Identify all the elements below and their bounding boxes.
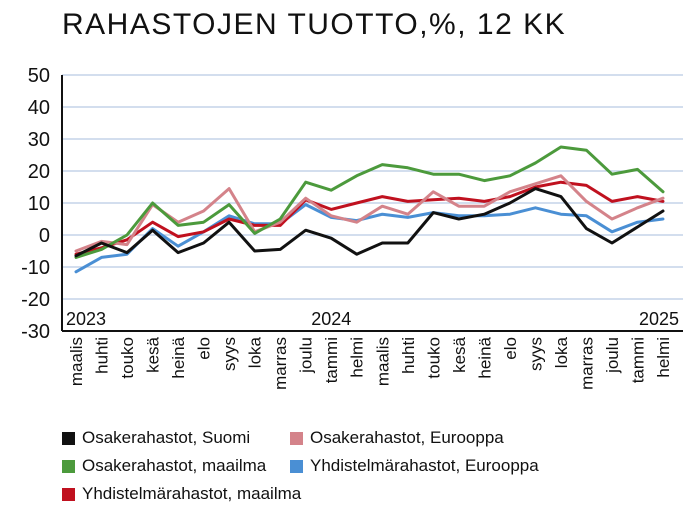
legend-swatch (290, 431, 303, 445)
x-tick-label: elo (195, 337, 214, 360)
x-tick-label: tammi (322, 337, 341, 383)
x-tick-label: elo (501, 337, 520, 360)
year-label: 2023 (66, 309, 106, 329)
legend-item-osakerahastot-maailma: Osakerahastot, maailma (62, 456, 266, 476)
x-tick-label: loka (246, 336, 265, 368)
year-label: 2025 (639, 309, 679, 329)
legend-label: Osakerahastot, maailma (82, 456, 267, 475)
legend-label: Osakerahastot, Eurooppa (310, 428, 504, 447)
x-tick-label: syys (526, 337, 545, 371)
x-tick-label: joulu (603, 337, 622, 374)
y-tick-label: 0 (39, 225, 50, 247)
x-tick-label: touko (118, 337, 137, 379)
x-tick-label: maalis (373, 337, 392, 386)
y-tick-label: 50 (28, 65, 50, 87)
y-tick-label: -10 (21, 257, 50, 279)
legend-swatch (62, 459, 75, 473)
x-tick-label: touko (424, 337, 443, 379)
legend-item-osakerahastot-suomi: Osakerahastot, Suomi (62, 428, 250, 448)
legend-item-yhdistelmarahastot-maailma: Yhdistelmärahastot, maailma (62, 484, 301, 504)
y-tick-label: -30 (21, 321, 50, 343)
series-line (74, 203, 665, 274)
y-tick-label: 20 (28, 161, 50, 183)
y-tick-label: 10 (28, 193, 50, 215)
x-tick-label: maalis (67, 337, 86, 386)
legend-swatch (62, 431, 75, 445)
legend-label: Osakerahastot, Suomi (82, 428, 251, 447)
x-tick-label: marras (577, 337, 596, 390)
x-tick-label: tammi (628, 337, 647, 383)
x-tick-label: helmi (348, 337, 367, 378)
x-tick-label: huhti (93, 337, 112, 374)
legend-label: Yhdistelmärahastot, maailma (82, 484, 302, 503)
line-chart: 50 40 30 20 10 0 -10 -20 -30 2023 2024 2025 maalis hu… (21, 65, 683, 390)
x-tick-label: syys (220, 337, 239, 371)
series-line (74, 180, 665, 256)
y-tick-label: 30 (28, 129, 50, 151)
x-tick-label: heinä (475, 336, 494, 378)
chart-title: RAHASTOJEN TUOTTO,%, 12 KK (62, 8, 567, 41)
x-tick-label: helmi (654, 337, 673, 378)
legend-item-osakerahastot-eurooppa: Osakerahastot, Eurooppa (290, 428, 504, 448)
y-tick-label: 40 (28, 97, 50, 119)
x-tick-label: joulu (297, 337, 316, 374)
x-tick-label: huhti (399, 337, 418, 374)
y-tick-label: -20 (21, 289, 50, 311)
legend-swatch (290, 459, 303, 473)
x-tick-label: heinä (169, 336, 188, 378)
year-label: 2024 (311, 309, 351, 329)
x-tick-label: kesä (144, 336, 163, 372)
series-line (74, 187, 665, 258)
series-line (74, 174, 665, 253)
legend-item-yhdistelmarahastot-eurooppa: Yhdistelmärahastot, Eurooppa (290, 456, 539, 476)
legend-label: Yhdistelmärahastot, Eurooppa (310, 456, 539, 475)
x-tick-label: kesä (450, 336, 469, 372)
x-tick-label: loka (552, 336, 571, 368)
x-tick-label: marras (271, 337, 290, 390)
series-line (74, 145, 665, 259)
legend-swatch (62, 487, 75, 501)
